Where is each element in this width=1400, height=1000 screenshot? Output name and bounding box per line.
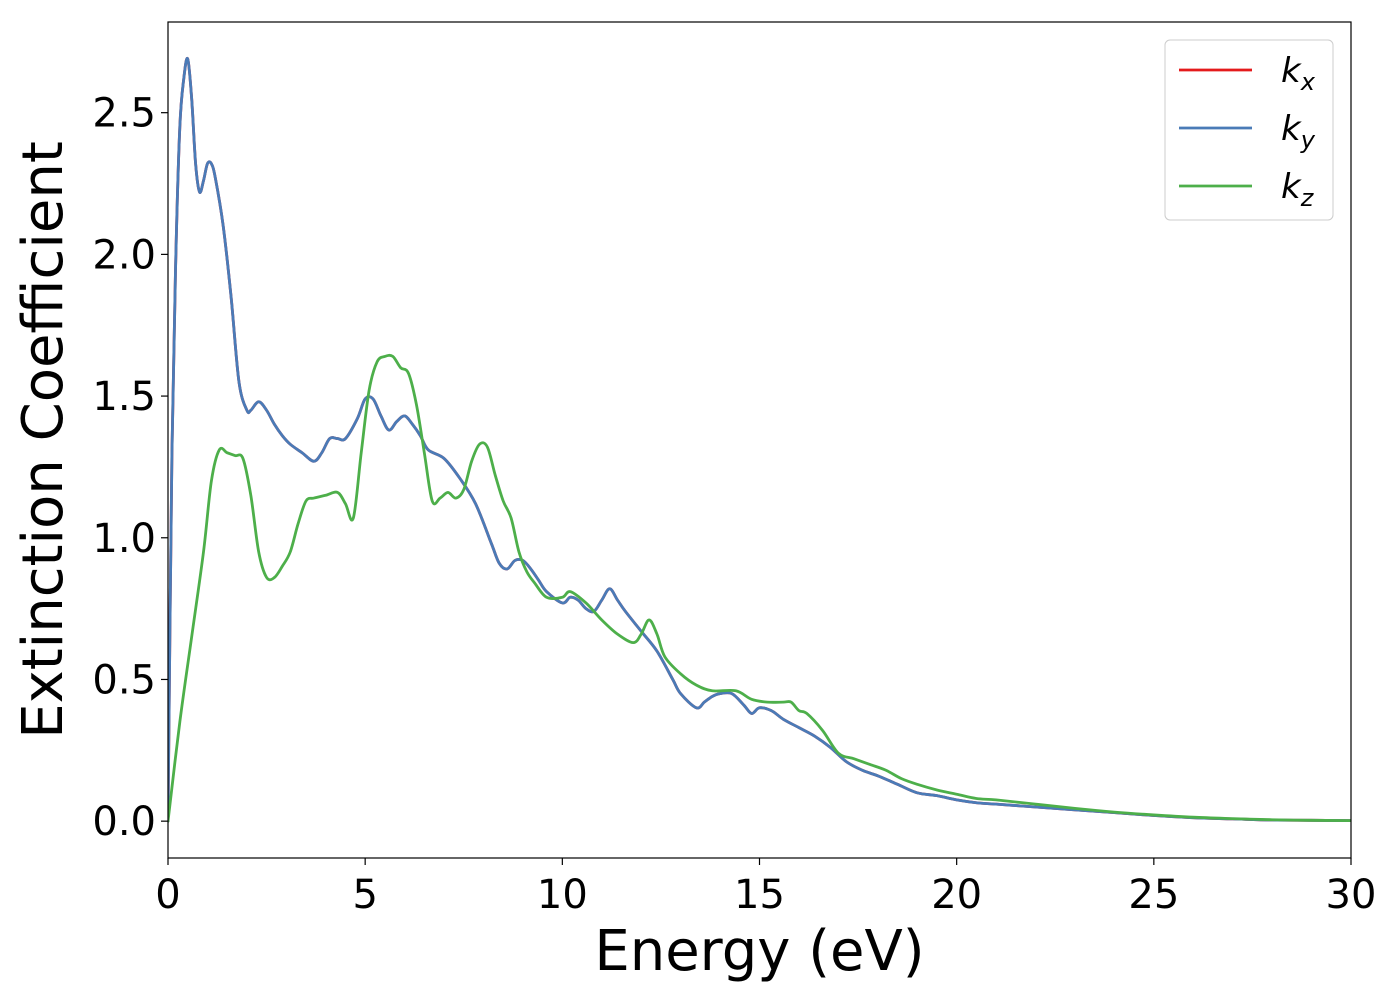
y-tick-label: 0.5 [92,657,156,703]
legend-label-ky: ky [1281,109,1316,154]
x-tick-label: 15 [734,872,785,918]
y-tick-label: 1.0 [92,516,156,562]
x-tick-label: 0 [155,872,180,918]
x-tick-label: 5 [352,872,377,918]
y-tick-label: 0.0 [92,799,156,845]
x-tick-label: 30 [1326,872,1377,918]
x-axis-label: Energy (eV) [594,919,924,984]
y-axis-ticks: 0.0 0.5 1.0 1.5 2.0 2.5 [92,91,168,845]
y-axis-label: Extinction Coefficient [11,141,76,739]
legend-box [1164,39,1334,221]
series-line-kz [168,353,1351,823]
x-tick-label: 25 [1128,872,1179,918]
series-layer [168,56,1351,823]
legend-label-kz: kz [1281,167,1315,212]
y-tick-label: 2.0 [92,232,156,278]
legend-label-kx: kx [1281,51,1316,96]
y-tick-label: 2.5 [92,91,156,137]
x-tick-label: 10 [537,872,588,918]
x-axis-ticks: 0 5 10 15 20 25 30 [155,858,1376,918]
x-tick-label: 20 [931,872,982,918]
legend: kx ky kz [1164,39,1334,221]
y-tick-label: 1.5 [92,374,156,420]
